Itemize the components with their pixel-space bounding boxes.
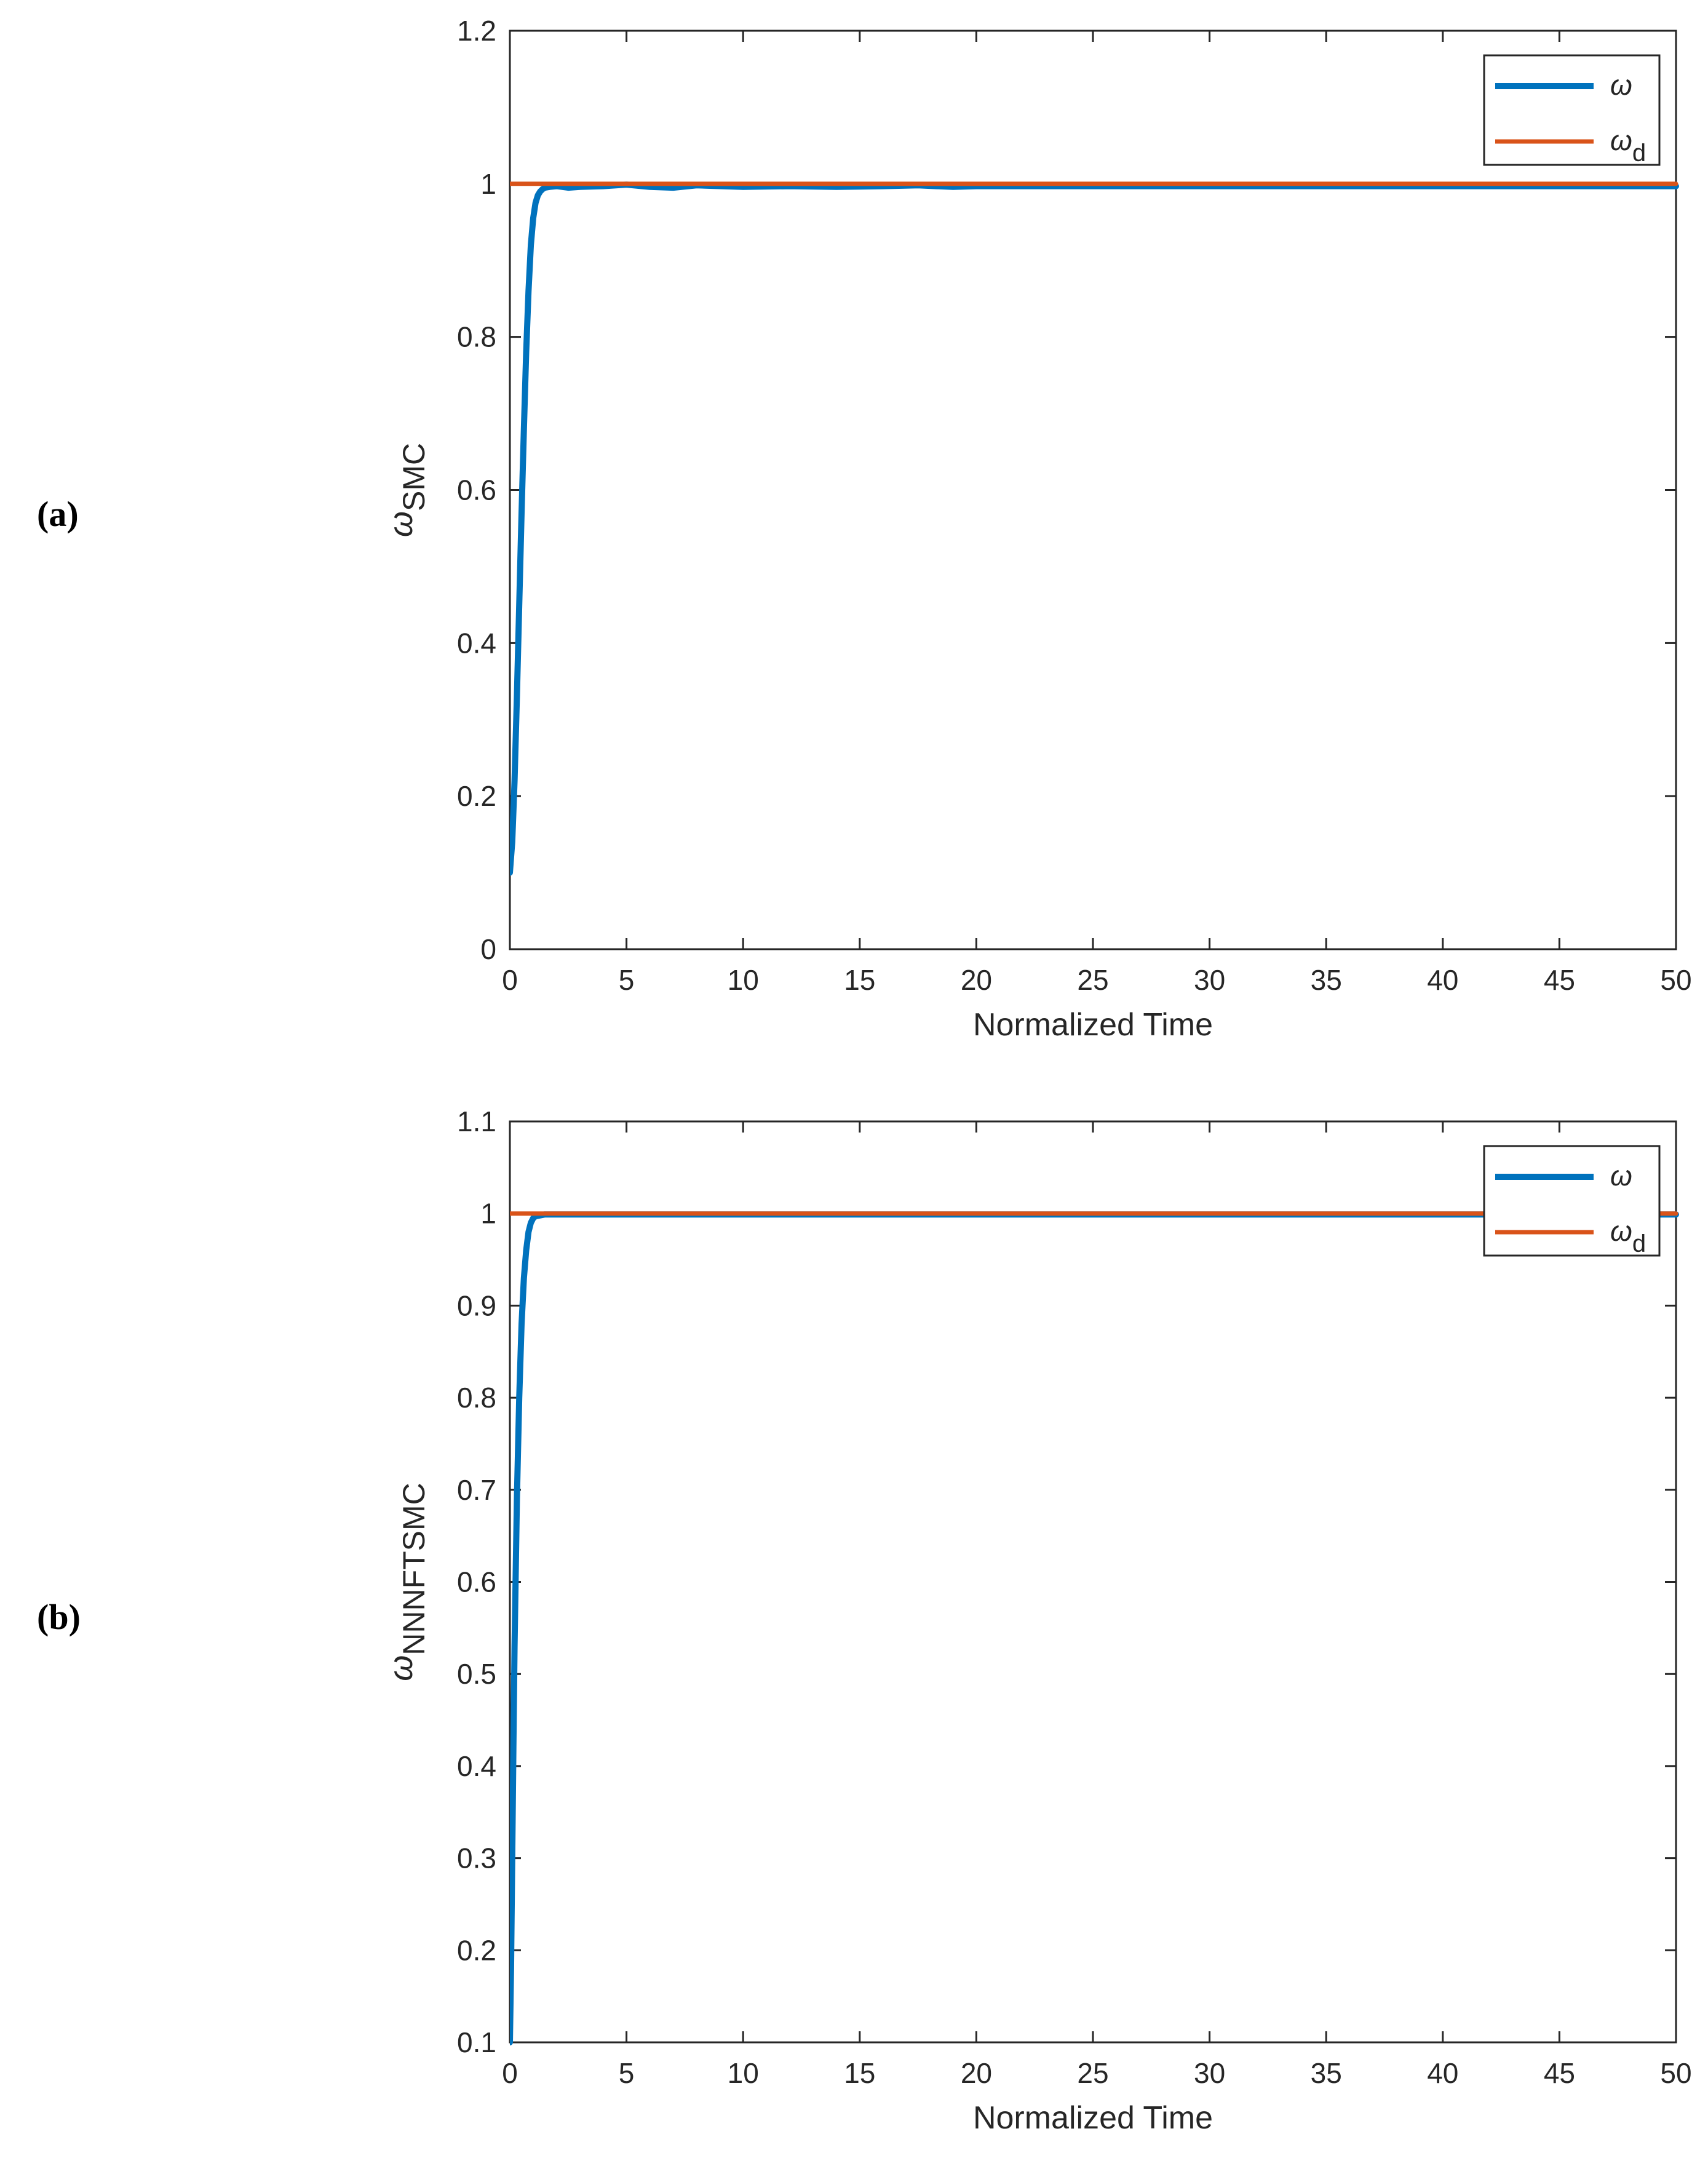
y-tick-label: 0.4 [457,627,496,659]
legend-label-symbol: ω [1610,69,1632,101]
y-axis-label-subscript: SMC [397,443,431,511]
x-tick-label: 15 [844,964,875,996]
x-tick-label: 25 [1077,964,1108,996]
panel-label: (b) [37,1597,81,1637]
y-tick-label: 0.8 [457,321,496,353]
x-tick-label: 40 [1427,964,1458,996]
y-tick-label: 1 [480,1198,496,1230]
chart-a: (a) 0 5 10 15 20 25 30 35 40 45 50 0 0.2 0.4 0.6 0.8 1 1.2… [37,15,1692,1043]
legend-label-subscript: d [1632,1230,1646,1257]
x-tick-label: 5 [619,2057,635,2089]
y-tick-label: 0.5 [457,1658,496,1690]
y-tick-label: 0.4 [457,1750,496,1782]
legend: ωωd [1483,1145,1661,1257]
plot-area [509,1120,1677,2044]
legend: ωωd [1483,54,1661,167]
legend-label: ωd [1610,124,1646,167]
x-tick-label: 20 [961,2057,992,2089]
legend-label: ωd [1610,1215,1646,1257]
y-tick-label: 0.2 [457,780,496,812]
x-tick-label: 30 [1194,2057,1225,2089]
x-tick-label: 35 [1311,2057,1342,2089]
chart-b: (b) 0 5 10 15 20 25 30 35 40 45 50 0.1 0.2 0.3 0.4 0.5 0.… [37,1105,1692,2136]
y-tick-label: 0.1 [457,2026,496,2058]
y-axis-label: ωNNNFTSMC [383,1483,431,1681]
x-tick-label: 35 [1311,964,1342,996]
series-omega-line [510,181,1679,876]
x-tick-label: 45 [1544,964,1575,996]
y-tick-label: 0.3 [457,1842,496,1874]
x-tick-label: 30 [1194,964,1225,996]
x-axis-label: Normalized Time [973,1007,1213,1043]
y-tick-label: 1.1 [457,1105,496,1137]
y-tick-label: 0.7 [457,1474,496,1506]
legend-label: ω [1610,1160,1632,1192]
legend-label-subscript: d [1632,140,1646,167]
x-tick-label: 5 [619,964,635,996]
legend-label: ω [1610,69,1632,101]
x-tick-label: 10 [728,964,759,996]
x-tick-label: 0 [502,964,518,996]
y-axis-label: ωSMC [383,443,431,537]
y-tick-label: 0.6 [457,474,496,506]
x-tick-label: 50 [1660,964,1691,996]
plot-area [509,30,1677,950]
x-tick-label: 40 [1427,2057,1458,2089]
y-tick-label: 0.6 [457,1566,496,1598]
y-tick-label: 1 [480,168,496,200]
y-axis-label-subscript: NNNFTSMC [397,1483,431,1655]
x-tick-label: 10 [728,2057,759,2089]
y-tick-label: 1.2 [457,15,496,47]
x-tick-label: 0 [502,2057,518,2089]
y-axis-label-symbol: ω [383,1655,419,1681]
y-axis-label-symbol: ω [383,511,419,537]
x-tick-label: 20 [961,964,992,996]
x-tick-label: 25 [1077,2057,1108,2089]
y-tick-label: 0.9 [457,1289,496,1321]
legend-label-symbol: ω [1610,124,1632,156]
legend-box [1483,54,1661,166]
legend-label-symbol: ω [1610,1160,1632,1192]
x-tick-label: 15 [844,2057,875,2089]
x-axis-label: Normalized Time [973,2100,1213,2136]
legend-label-symbol: ω [1610,1215,1632,1247]
x-tick-label: 45 [1544,2057,1575,2089]
panel-label: (a) [37,494,79,534]
x-tick-label: 50 [1660,2057,1691,2089]
y-tick-label: 0.8 [457,1382,496,1414]
y-tick-label: 0.2 [457,1934,496,1966]
legend-box [1483,1145,1661,1257]
y-tick-label: 0 [480,933,496,965]
